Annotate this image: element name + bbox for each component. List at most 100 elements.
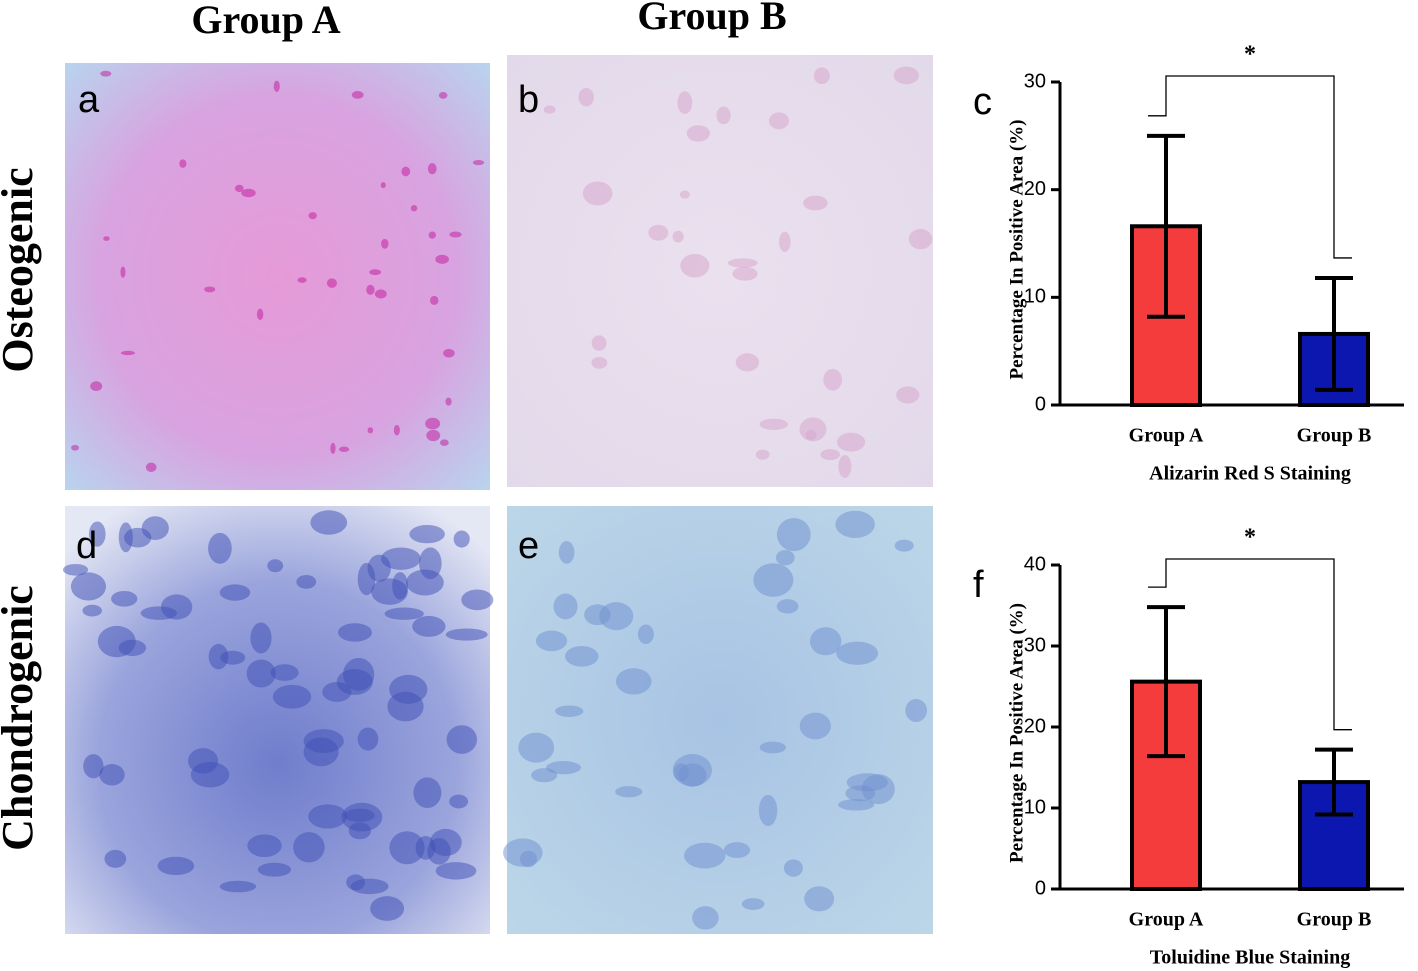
cell (546, 761, 581, 775)
cell (531, 768, 558, 783)
cell (179, 159, 187, 168)
cell (380, 182, 386, 189)
cell (310, 510, 348, 535)
row-label: Chondrogenic (0, 585, 42, 851)
cell (753, 563, 794, 597)
cell (427, 163, 437, 175)
cell (190, 761, 230, 788)
cell (799, 417, 827, 442)
cell (838, 455, 852, 478)
cell (219, 584, 251, 601)
cell (809, 627, 842, 656)
cell (83, 754, 104, 779)
cell (293, 832, 325, 863)
y-tick-label: 0 (1035, 393, 1046, 415)
cell (755, 449, 770, 460)
cell (758, 794, 778, 827)
y-tick-label: 10 (1024, 286, 1046, 308)
cell (435, 254, 449, 264)
cell (425, 417, 441, 430)
panel-label: d (76, 525, 97, 567)
y-tick-label: 30 (1024, 70, 1046, 92)
cell (591, 335, 607, 351)
cell (443, 348, 455, 358)
cell (120, 266, 126, 278)
cell (348, 822, 372, 840)
cell (273, 80, 280, 92)
cell (896, 386, 920, 404)
cell (389, 831, 425, 865)
cell (367, 427, 374, 434)
cell (558, 541, 575, 564)
cell (111, 590, 138, 607)
x-tick-label: Group B (1297, 909, 1372, 931)
cell (401, 166, 411, 177)
cell (453, 530, 470, 548)
cell (381, 547, 421, 570)
cell (779, 231, 791, 253)
cell (543, 105, 556, 114)
cell (208, 643, 229, 670)
cell (449, 794, 469, 809)
cell (428, 231, 436, 239)
cell (246, 659, 276, 688)
cell (435, 862, 477, 880)
cell (775, 549, 795, 566)
cell (672, 230, 684, 243)
y-axis-label: Percentage In Positive Area (%) (1006, 603, 1027, 863)
micrograph (65, 63, 490, 490)
cell (250, 622, 272, 654)
cell (270, 664, 299, 681)
cell (599, 602, 634, 631)
x-tick-label: Group A (1129, 909, 1204, 931)
cell (894, 539, 914, 552)
cell (838, 799, 875, 811)
cell (461, 589, 494, 611)
y-axis-label: Percentage In Positive Area (%) (1006, 120, 1027, 380)
cell (220, 650, 246, 665)
cell (351, 91, 364, 99)
cell (62, 563, 89, 576)
x-tick-label: Group B (1297, 425, 1372, 447)
cell (893, 66, 919, 85)
significance-bracket (1148, 558, 1352, 731)
cell (836, 432, 866, 452)
cell (905, 699, 928, 722)
cell (445, 397, 452, 406)
cell (759, 741, 786, 754)
cell (343, 657, 375, 691)
cell (799, 712, 831, 740)
cell (272, 684, 312, 709)
cell (393, 424, 400, 436)
cell (445, 628, 488, 641)
cell (204, 286, 216, 293)
cell (344, 808, 375, 823)
cell (615, 786, 643, 798)
cell (727, 258, 758, 268)
cell (99, 764, 125, 786)
cell (680, 253, 710, 278)
cell (247, 834, 282, 858)
cell (374, 289, 387, 299)
cell (813, 67, 830, 85)
micrograph (507, 55, 933, 487)
cell (257, 862, 291, 877)
y-tick-label: 40 (1024, 553, 1046, 575)
significance-bracket (1148, 75, 1352, 259)
cell (565, 645, 599, 667)
cell (160, 594, 193, 620)
cell (439, 439, 449, 447)
cell (429, 295, 439, 305)
cell (297, 277, 307, 283)
cell (267, 559, 284, 573)
cell (369, 269, 382, 276)
cell (759, 418, 788, 430)
cell (88, 521, 106, 547)
panel-label: e (518, 525, 539, 567)
y-tick-label: 20 (1024, 178, 1046, 200)
cell (124, 527, 152, 548)
cell (741, 898, 765, 910)
cell (692, 906, 719, 930)
cell (783, 859, 803, 877)
